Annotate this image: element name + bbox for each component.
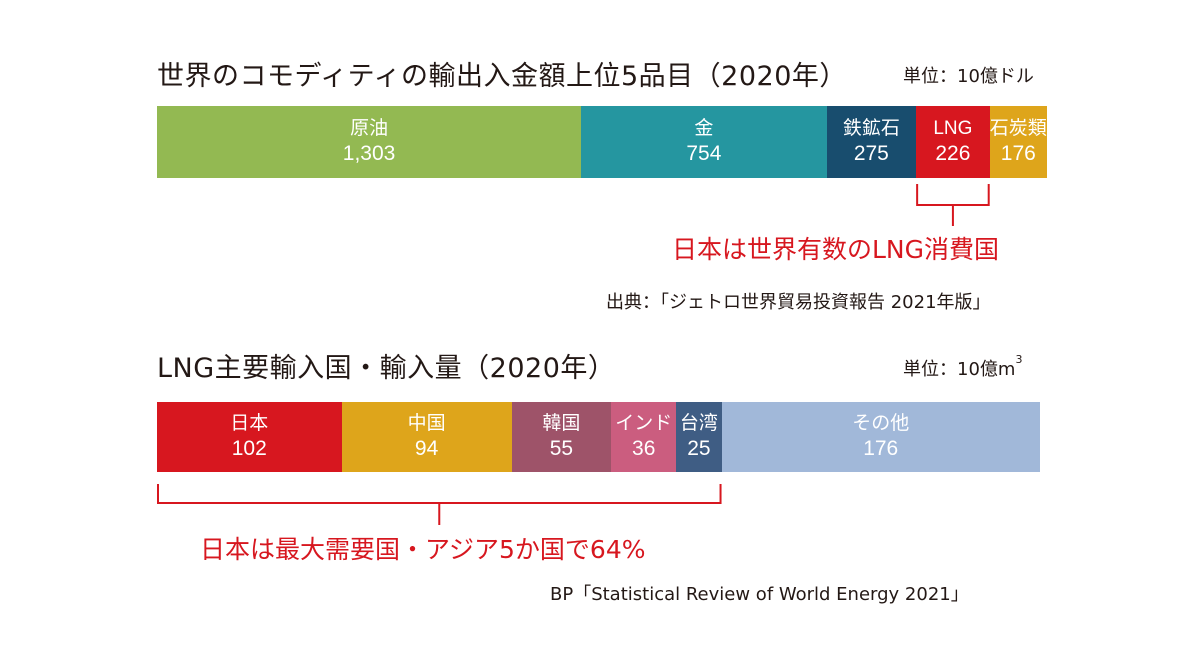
chart2-bracket — [157, 484, 722, 525]
chart2-segment-value: 102 — [231, 437, 267, 460]
chart2-segment-value: 55 — [549, 437, 574, 460]
chart2-segment-label: 韓国 — [542, 413, 581, 434]
chart2-title: LNG主要輸入国・輸入量（2020年） — [157, 353, 616, 384]
chart1-title: 世界のコモディティの輸出入金額上位5品目（2020年） — [157, 61, 847, 92]
chart1-segment-label: 鉄鉱石 — [842, 118, 900, 139]
chart2-segment-value: 176 — [863, 437, 899, 460]
chart2-annotation: 日本は最大需要国・アジア5か国で64% — [200, 535, 646, 564]
chart1-bar-segment: 原油 1,303 — [157, 106, 582, 178]
chart2-segment-value: 36 — [632, 437, 656, 460]
chart2-segment-label: 台湾 — [679, 413, 718, 434]
chart1-stacked-bar: 原油 1,303 金 754 鉄鉱石 275 LNG 226 石炭類 176 — [157, 106, 1047, 178]
chart1-segment-value: 754 — [686, 142, 722, 165]
chart1-bracket — [916, 184, 990, 226]
chart2-stacked-bar: 日本 102 中国 94 韓国 55 インド 36 台湾 25 その他 176 — [157, 402, 1040, 472]
chart2-segment-label: 中国 — [407, 413, 446, 434]
chart2-segment-label: その他 — [852, 413, 910, 434]
chart1-segment-value: 226 — [935, 142, 971, 165]
chart1-segment-value: 275 — [853, 142, 889, 165]
chart2-segment-label: インド — [615, 413, 673, 434]
chart1-annotation: 日本は世界有数のLNG消費国 — [672, 235, 1000, 264]
chart2-segment-value: 25 — [687, 437, 711, 460]
chart2-bar-segment: 韓国 55 — [511, 402, 612, 472]
chart1-unit: 単位：10億ドル — [903, 66, 1034, 87]
chart1-segment-label: 金 — [694, 118, 714, 139]
chart2-segment-value: 94 — [414, 437, 439, 460]
chart1-segment-value: 1,303 — [342, 142, 396, 165]
chart1-bar-segment: LNG 226 — [916, 106, 990, 178]
chart1-bar-segment: 鉄鉱石 275 — [826, 106, 917, 178]
chart1-bar-segment: 石炭類 176 — [989, 106, 1047, 178]
chart2-bar-segment: インド 36 — [611, 402, 677, 472]
chart2-bar-segment: 中国 94 — [341, 402, 512, 472]
chart1-segment-label: 石炭類 — [989, 118, 1047, 139]
chart1-segment-label: LNG — [933, 118, 973, 139]
chart1-segment-value: 176 — [1000, 142, 1036, 165]
chart2-unit-text: 単位：10億m — [903, 359, 1016, 380]
chart2-unit: 単位：10億m3 — [903, 353, 1023, 381]
chart2-segment-label: 日本 — [230, 413, 269, 434]
chart1-source: 出典：「ジェトロ世界貿易投資報告 2021年版」 — [606, 292, 991, 313]
chart2-bar-segment: 台湾 25 — [676, 402, 722, 472]
chart2-bar-segment: その他 176 — [721, 402, 1040, 472]
chart1-bar-segment: 金 754 — [581, 106, 827, 178]
chart2-source: BP「Statistical Review of World Energy 20… — [550, 584, 969, 605]
chart2-bar-segment: 日本 102 — [157, 402, 342, 472]
chart2-unit-sup: 3 — [1015, 353, 1023, 366]
chart1-segment-label: 原油 — [350, 118, 389, 139]
